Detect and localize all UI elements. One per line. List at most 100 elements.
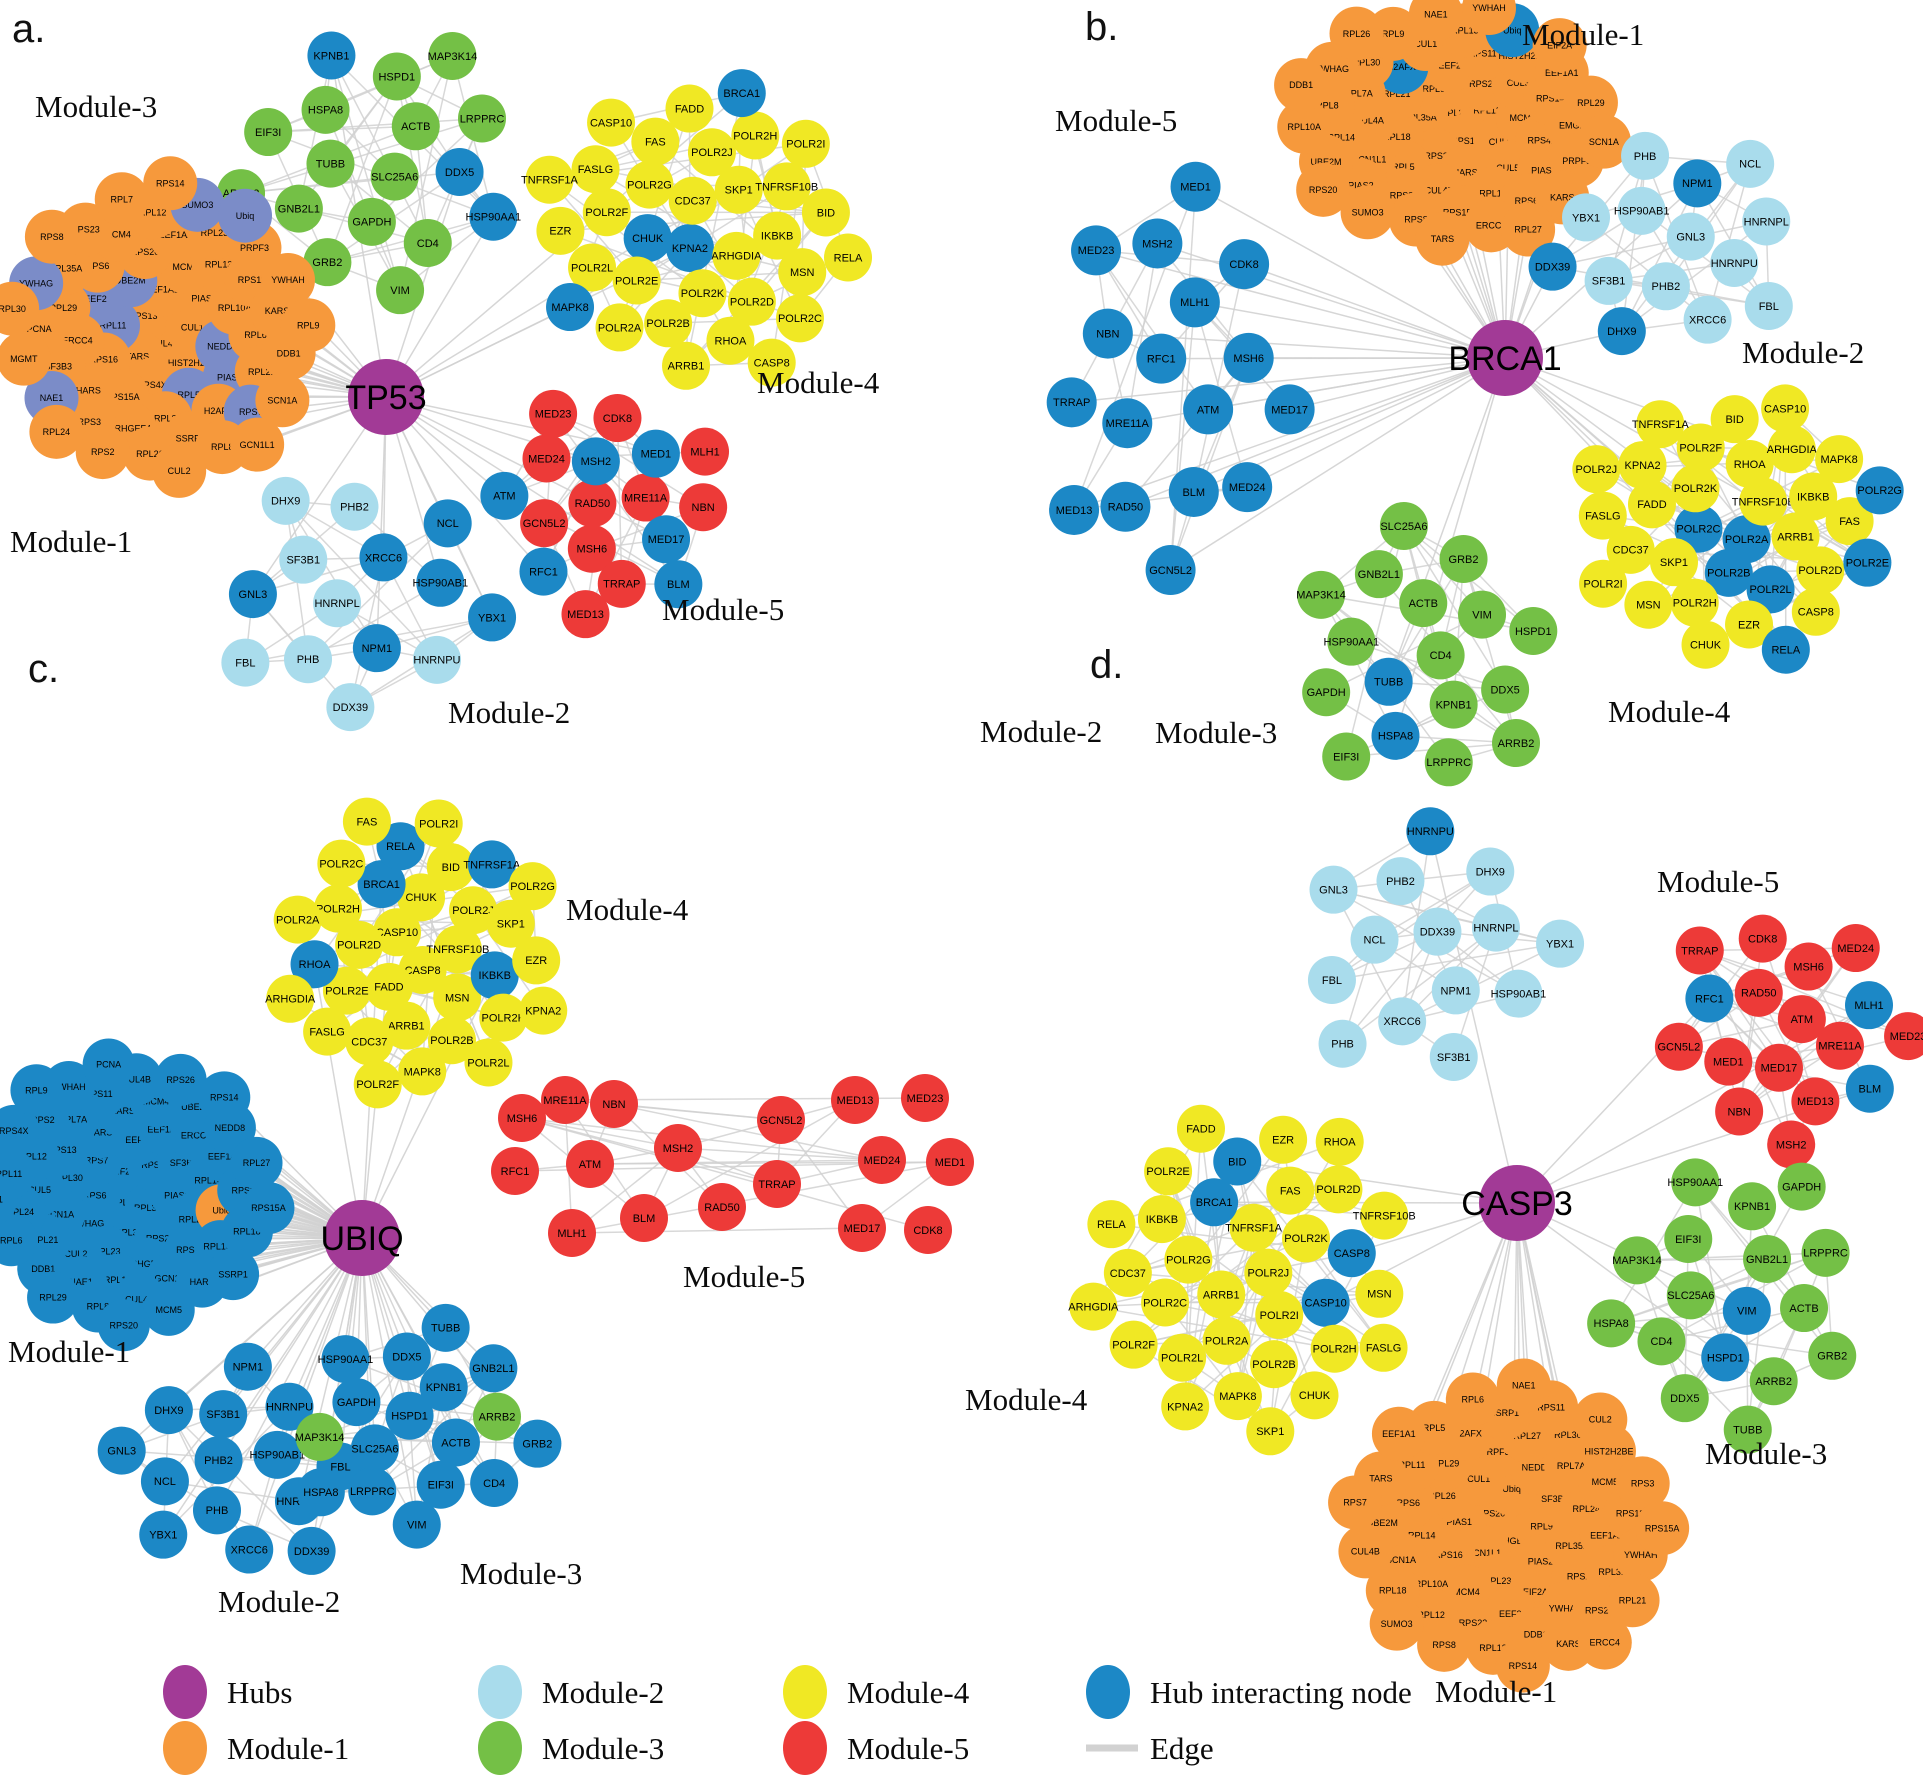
node-circle-FADD[interactable] [1176,1104,1225,1153]
node-circle-GNL3[interactable] [1309,865,1358,914]
node-circle-TRRAP[interactable] [753,1160,801,1208]
node-FBL[interactable]: FBL [1307,956,1356,1005]
node-EZR[interactable]: EZR [1259,1115,1308,1164]
node-circle-MED1[interactable] [631,429,680,478]
node-PHB2[interactable]: PHB2 [194,1436,243,1485]
node-POLR2K[interactable]: POLR2K [1671,464,1720,513]
node-circle-YBX1[interactable] [1536,919,1585,968]
node-circle-POLR2K[interactable] [479,993,528,1042]
node-DHX9[interactable]: DHX9 [144,1386,193,1435]
node-circle-MED24[interactable] [1831,924,1880,973]
node-circle-TRRAP[interactable] [1675,926,1724,975]
node-circle-TNFRSF1A[interactable] [467,840,516,889]
node-circle-RELA[interactable] [824,233,873,282]
node-MED23[interactable]: MED23 [1071,225,1122,276]
node-circle-GAPDH[interactable] [1302,668,1351,717]
node-circle-MED23[interactable] [901,1074,949,1122]
node-MED17[interactable]: MED17 [1754,1043,1803,1092]
node-MLH1[interactable]: MLH1 [1845,981,1894,1030]
node-circle-RFC1[interactable] [1136,333,1187,384]
node-CDC37[interactable]: CDC37 [1103,1248,1152,1297]
node-GNL3[interactable]: GNL3 [97,1426,146,1475]
node-circle-NPM1[interactable] [1673,159,1722,208]
node-circle-MGMT[interactable] [0,331,51,386]
node-NAE1[interactable]: NAE1 [1496,1358,1551,1413]
node-circle-HNRNPU[interactable] [265,1382,314,1431]
node-RAD50[interactable]: RAD50 [698,1183,746,1231]
node-circle-NPM1[interactable] [352,624,401,673]
node-circle-EIF3I[interactable] [1322,732,1371,781]
node-MRE11A[interactable]: MRE11A [1815,1021,1864,1070]
node-EIF3I[interactable]: EIF3I [1322,732,1371,781]
node-BID[interactable]: BID [426,843,475,892]
node-RFC1[interactable]: RFC1 [491,1147,539,1195]
node-HSPD1[interactable]: HSPD1 [1509,606,1558,655]
node-circle-HSP90AA1[interactable] [1671,1158,1720,1207]
node-circle-POLR2I[interactable] [1255,1290,1304,1339]
node-YBX1[interactable]: YBX1 [1562,193,1611,242]
node-POLR2K[interactable]: POLR2K [479,993,528,1042]
node-FAS[interactable]: FAS [342,797,391,846]
node-XRCC6[interactable]: XRCC6 [1378,997,1427,1046]
node-POLR2D[interactable]: POLR2D [1314,1165,1363,1214]
node-ATM[interactable]: ATM [480,471,529,520]
hub-BRCA1[interactable]: BRCA1 [1448,320,1562,396]
node-CASP10[interactable]: CASP10 [587,98,636,147]
node-DHX9[interactable]: DHX9 [1466,847,1515,896]
node-circle-ATM[interactable] [1777,995,1826,1044]
node-circle-MED24[interactable] [522,434,571,483]
node-CASP10[interactable]: CASP10 [1301,1278,1350,1327]
node-GRB2[interactable]: GRB2 [513,1419,562,1468]
node-circle-LRPPRC[interactable] [1801,1228,1850,1277]
node-MED1[interactable]: MED1 [1704,1037,1753,1086]
node-circle-DDX39[interactable] [1413,907,1462,956]
node-HSP90AA1[interactable]: HSP90AA1 [1667,1158,1723,1207]
node-circle-TNFRSF1A[interactable] [1636,400,1685,449]
node-RPS8[interactable]: RPS8 [1417,1617,1472,1672]
node-POLR2G[interactable]: POLR2G [625,160,674,209]
node-HNRNPU[interactable]: HNRNPU [1710,238,1759,287]
node-RPS15A[interactable]: RPS15A [1635,1501,1690,1556]
node-circle-POLR2E[interactable] [1843,538,1892,587]
node-circle-CD4[interactable] [1637,1317,1686,1366]
node-circle-CHUK[interactable] [397,873,446,922]
node-circle-EZR[interactable] [512,936,561,985]
node-circle-DDX39[interactable] [287,1526,336,1575]
node-circle-VIM[interactable] [392,1500,441,1549]
node-circle-FAS[interactable] [1266,1166,1315,1215]
node-POLR2E[interactable]: POLR2E [612,256,661,305]
node-circle-TNFRSF10B[interactable] [433,925,482,974]
node-circle-NPM1[interactable] [1431,966,1480,1015]
node-circle-CASP8[interactable] [747,338,796,387]
node-circle-MSN[interactable] [1624,580,1673,629]
node-CD4[interactable]: CD4 [403,218,452,267]
node-circle-DDX5[interactable] [1660,1374,1709,1423]
node-GAPDH[interactable]: GAPDH [1777,1162,1826,1211]
node-PCNA[interactable]: PCNA [82,1038,135,1091]
node-circle-CASP10[interactable] [1761,384,1810,433]
node-circle-BID[interactable] [426,843,475,892]
node-circle-CDC37[interactable] [1606,525,1655,574]
node-MSH6[interactable]: MSH6 [498,1094,546,1142]
node-PHB2[interactable]: PHB2 [330,482,379,531]
node-circle-RPL29[interactable] [27,1271,80,1324]
node-POLR2B[interactable]: POLR2B [644,299,693,348]
node-circle-MSH6[interactable] [567,524,616,573]
node-circle-GCN5L2[interactable] [757,1096,805,1144]
node-circle-GRB2[interactable] [513,1419,562,1468]
node-GNB2L1[interactable]: GNB2L1 [274,184,323,233]
node-circle-POLR2A[interactable] [595,303,644,352]
node-circle-POLR2K[interactable] [678,269,727,318]
node-circle-HSPD1[interactable] [385,1391,434,1440]
node-circle-RHOA[interactable] [1315,1117,1364,1166]
node-circle-GNB2L1[interactable] [469,1344,518,1393]
node-circle-GCN5L2[interactable] [520,499,569,548]
node-PHB[interactable]: PHB [1621,131,1670,180]
node-POLR2K[interactable]: POLR2K [1282,1214,1331,1263]
node-circle-MAP3K14[interactable] [295,1412,344,1461]
node-circle-HSP90AA1[interactable] [321,1335,370,1384]
node-DDX39[interactable]: DDX39 [1413,907,1462,956]
node-circle-MED23[interactable] [1884,1012,1923,1061]
node-circle-MED1[interactable] [1170,161,1221,212]
node-circle-BID[interactable] [801,188,850,237]
